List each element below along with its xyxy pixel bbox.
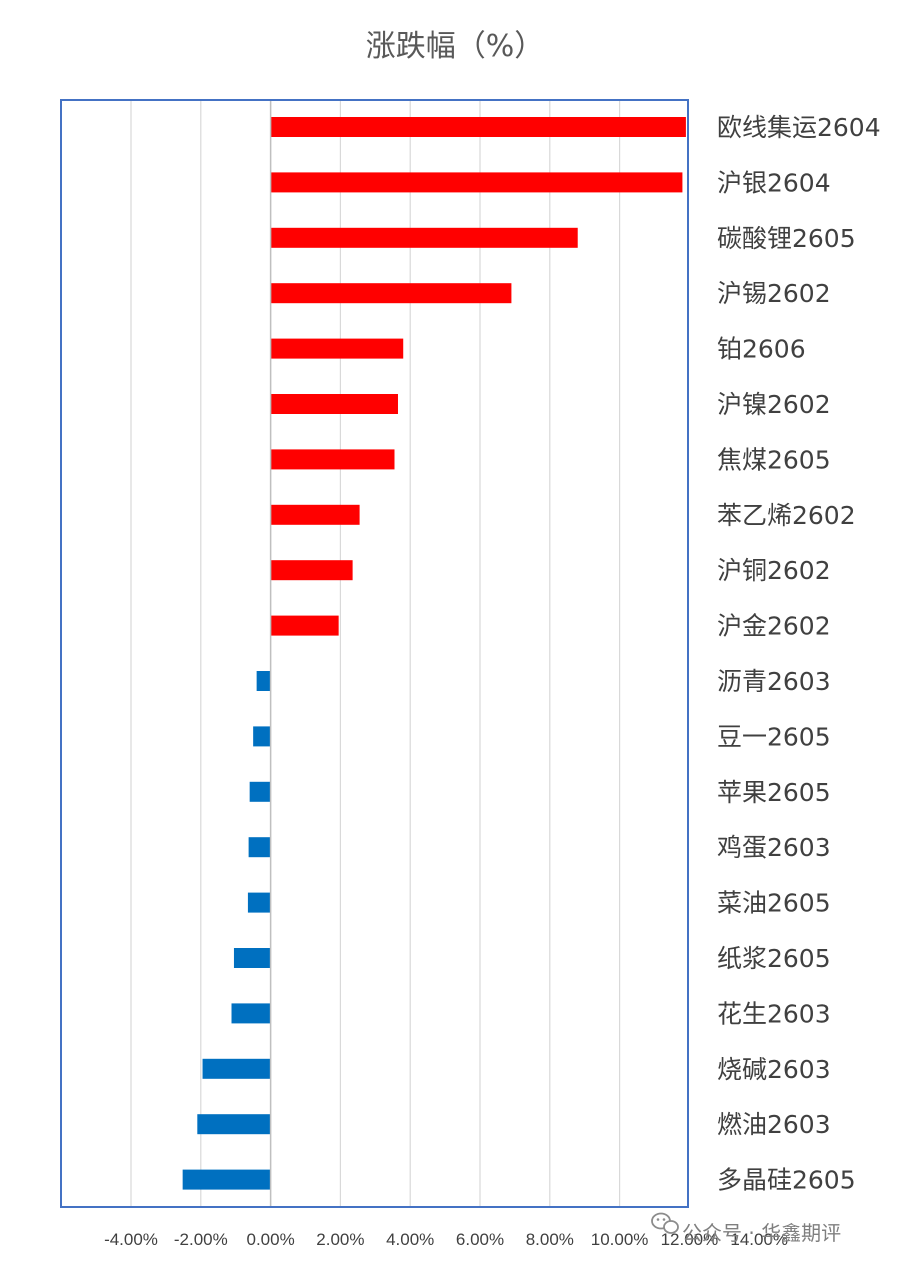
category-label: 苹果2605 [717, 778, 831, 807]
x-tick-label: 12.00% [661, 1230, 719, 1249]
category-label: 碳酸锂2605 [717, 224, 856, 253]
bar [270, 283, 512, 304]
bar [197, 1114, 271, 1135]
x-tick-label: 4.00% [386, 1230, 434, 1249]
bar [270, 227, 578, 248]
gridlines [130, 100, 621, 1207]
bar [249, 781, 271, 802]
bar [247, 892, 271, 913]
x-tick-label: -2.00% [174, 1230, 228, 1249]
x-tick-label: 2.00% [316, 1230, 364, 1249]
category-labels: 欧线集运2604 沪银2604 碳酸锂2605 沪锡2602 铂2606 沪镍2602 焦煤… [717, 113, 881, 1195]
bar [270, 117, 686, 137]
category-label: 花生2603 [717, 999, 831, 1028]
bar [270, 172, 683, 193]
x-tick-label: 0.00% [246, 1230, 294, 1249]
bar [233, 948, 271, 968]
bar [202, 1058, 271, 1079]
category-label: 菜油2605 [717, 889, 831, 918]
category-label: 铂2606 [717, 335, 806, 364]
category-label: 纸浆2605 [717, 944, 831, 973]
chart-title: 涨跌幅（%） [366, 29, 545, 64]
bar [231, 1003, 271, 1024]
x-tick-label: -4.00% [104, 1230, 158, 1249]
category-label: 苯乙烯2602 [717, 501, 856, 530]
watermark: 公众号 · 华鑫期评 [651, 1212, 841, 1245]
bar [182, 1169, 271, 1190]
category-label: 沪银2604 [717, 168, 831, 197]
bar [253, 726, 271, 747]
bar [256, 671, 271, 691]
category-label: 沥青2603 [717, 667, 831, 696]
x-tick-label: 10.00% [591, 1230, 649, 1249]
x-axis-tick-labels: -4.00% -2.00% 0.00% 2.00% 4.00% 6.00% 8.00% 10.… [104, 1230, 788, 1249]
bar [270, 338, 404, 359]
category-label: 多晶硅2605 [717, 1166, 856, 1195]
bars [182, 117, 686, 1190]
category-label: 欧线集运2604 [717, 113, 881, 142]
bar [270, 560, 353, 581]
x-tick-label: 8.00% [526, 1230, 574, 1249]
category-label: 豆一2605 [717, 722, 831, 751]
x-tick-label: 14.00% [730, 1230, 788, 1249]
category-label: 燃油2603 [717, 1110, 831, 1139]
category-label: 焦煤2605 [717, 445, 831, 474]
category-label: 沪锡2602 [717, 279, 831, 308]
category-label: 沪铜2602 [717, 556, 831, 585]
wechat-icon [651, 1212, 679, 1234]
plot-area-frame [60, 99, 689, 1208]
category-label: 鸡蛋2603 [717, 833, 831, 862]
category-label: 烧碱2603 [717, 1055, 831, 1084]
bar [270, 394, 398, 414]
bar [248, 837, 271, 858]
bar [270, 449, 395, 470]
category-label: 沪镍2602 [717, 390, 831, 419]
bar [270, 504, 360, 525]
x-tick-label: 6.00% [456, 1230, 504, 1249]
bar [270, 615, 339, 636]
category-label: 沪金2602 [717, 612, 831, 641]
watermark-text: 公众号 · 华鑫期评 [682, 1221, 841, 1245]
